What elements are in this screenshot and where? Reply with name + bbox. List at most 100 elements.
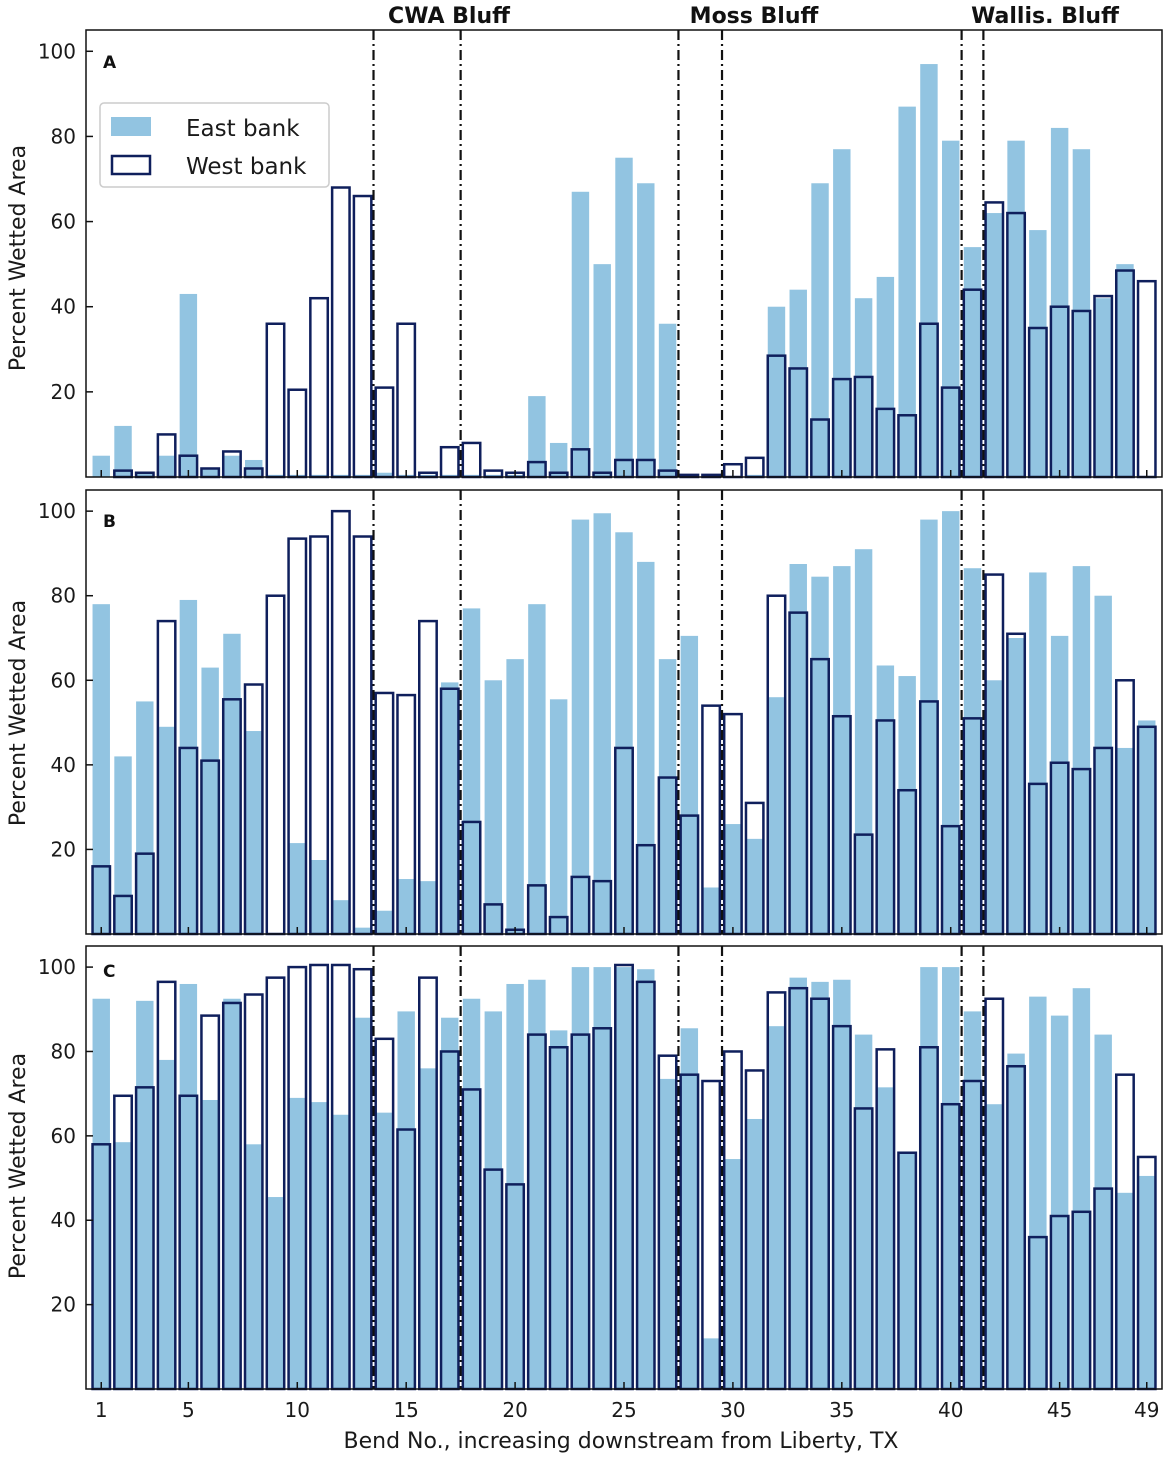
east-bar-b-41 [963, 568, 982, 934]
east-bar-c-31 [745, 1118, 764, 1389]
east-bar-a-38 [898, 106, 916, 477]
east-bar-b-29 [702, 887, 720, 934]
x-tick-label-35: 35 [829, 1398, 854, 1422]
legend-west-swatch [110, 154, 152, 176]
east-bar-c-13 [353, 1017, 372, 1389]
west-bar-a-10 [287, 388, 308, 479]
east-bar-a-44 [1029, 230, 1047, 477]
east-bar-c-9 [266, 1197, 285, 1389]
east-bar-b-13 [353, 927, 372, 934]
east-bar-c-49 [1138, 1175, 1156, 1389]
east-bar-a-39 [920, 64, 938, 478]
east-bar-c-47 [1094, 1034, 1112, 1389]
legend-west-label: West bank [186, 154, 307, 180]
x-tick-label-49: 49 [1134, 1398, 1159, 1422]
east-bar-c-12 [332, 1114, 350, 1389]
west-bar-b-14 [374, 691, 395, 936]
east-bar-a-42 [985, 213, 1003, 478]
east-bar-a-36 [854, 298, 873, 477]
east-bar-a-43 [1007, 140, 1025, 477]
east-bar-a-14 [375, 472, 394, 477]
legend-east-swatch [111, 117, 151, 136]
east-bar-b-46 [1072, 566, 1091, 934]
east-bar-c-34 [811, 981, 829, 1389]
y-tick-label-a-80: 80 [51, 124, 76, 148]
east-bar-c-46 [1072, 988, 1091, 1389]
y-tick-label-a-20: 20 [51, 380, 76, 404]
y-tick-label-c-80: 80 [51, 1039, 76, 1063]
east-bar-b-17 [441, 682, 459, 934]
x-tick-label-40: 40 [938, 1398, 963, 1422]
east-bar-c-33 [789, 977, 807, 1389]
east-bar-b-31 [745, 838, 764, 934]
east-bar-c-43 [1007, 1053, 1025, 1389]
x-tick-label-5: 5 [182, 1398, 195, 1422]
east-bar-c-19 [484, 1011, 503, 1389]
x-tick-label-30: 30 [720, 1398, 745, 1422]
east-bar-b-44 [1029, 572, 1047, 934]
east-bar-b-48 [1116, 747, 1134, 934]
east-bar-c-44 [1029, 996, 1047, 1389]
east-bar-c-3 [136, 1000, 154, 1389]
east-bar-a-4 [157, 455, 176, 477]
east-bar-b-7 [223, 633, 241, 934]
legend-east-label: East bank [186, 116, 300, 142]
east-bar-a-27 [658, 323, 677, 477]
east-bar-c-32 [767, 1026, 786, 1389]
east-bar-a-24 [593, 264, 611, 477]
y-tick-label-b-80: 80 [51, 584, 76, 608]
west-bar-a-18 [461, 441, 482, 479]
east-bar-b-22 [549, 699, 568, 934]
east-bar-b-26 [637, 561, 655, 934]
east-bar-c-39 [920, 967, 938, 1389]
east-bar-c-1 [92, 998, 110, 1389]
y-tick-label-c-100: 100 [38, 955, 76, 979]
east-bar-c-27 [658, 1078, 677, 1389]
east-bar-b-34 [811, 576, 829, 934]
y-tick-label-c-20: 20 [51, 1293, 76, 1317]
east-bar-c-24 [593, 967, 611, 1389]
west-bar-a-13 [352, 194, 373, 479]
legend-frame [99, 102, 330, 188]
east-bar-b-28 [680, 635, 699, 934]
west-bar-b-12 [330, 509, 351, 936]
east-bar-b-45 [1050, 635, 1069, 934]
east-bar-c-28 [680, 1028, 699, 1389]
east-bar-b-1 [92, 604, 110, 934]
east-bar-b-25 [615, 532, 633, 934]
legend: East bank West bank [99, 102, 330, 188]
east-bar-c-38 [898, 1152, 916, 1389]
y-axis-label-c: Percent Wetted Area [6, 1053, 31, 1279]
east-bar-c-4 [157, 1059, 176, 1389]
east-bar-b-8 [245, 731, 263, 934]
east-bar-c-10 [288, 1097, 306, 1389]
east-bar-c-48 [1116, 1192, 1134, 1389]
east-bar-b-23 [571, 519, 590, 934]
west-bar-b-9 [265, 594, 286, 936]
east-bar-c-35 [833, 979, 851, 1389]
west-bar-a-9 [265, 322, 286, 479]
west-bar-b-13 [352, 535, 373, 936]
east-bar-b-35 [833, 566, 851, 934]
panel-letter-c: C [103, 962, 115, 982]
east-bar-a-5 [179, 293, 198, 477]
east-bar-b-49 [1138, 720, 1156, 934]
west-bar-a-19 [483, 469, 504, 479]
east-bar-b-38 [898, 676, 916, 934]
east-bar-b-11 [310, 860, 328, 934]
east-bar-c-20 [506, 983, 524, 1389]
x-axis-label: Bend No., increasing downstream from Lib… [344, 1429, 899, 1454]
east-bar-b-2 [114, 756, 132, 934]
east-bar-c-2 [114, 1142, 132, 1389]
x-tick-label-25: 25 [611, 1398, 636, 1422]
region-dividers [372, 30, 985, 1389]
y-axis-label-b: Percent Wetted Area [6, 600, 31, 826]
east-bar-c-17 [441, 1017, 459, 1389]
east-bar-c-5 [179, 983, 198, 1389]
east-bar-c-14 [375, 1112, 394, 1389]
east-bar-c-7 [223, 998, 241, 1389]
east-bar-b-16 [419, 881, 437, 934]
east-bar-b-18 [462, 608, 481, 934]
east-bar-c-36 [854, 1034, 873, 1389]
